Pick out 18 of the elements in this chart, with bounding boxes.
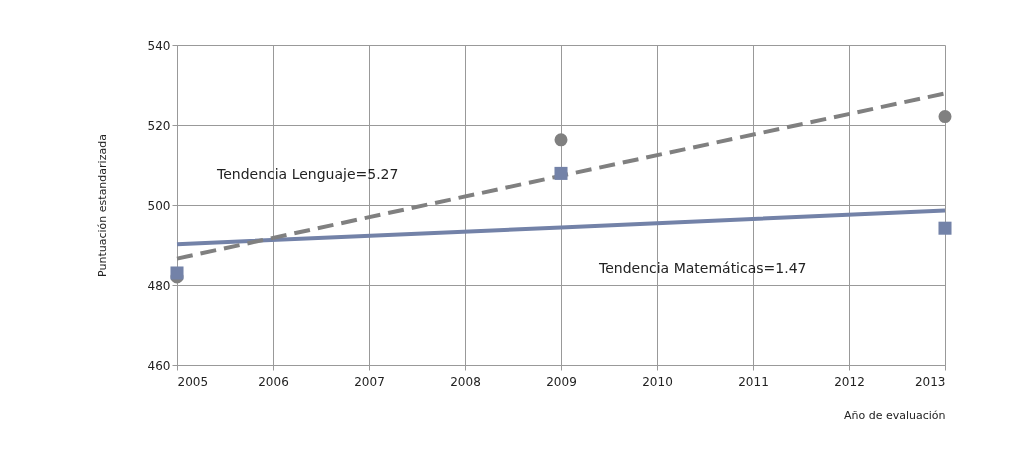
x-tick-label: 2011 — [738, 374, 769, 389]
y-axis-title: Puntuación estandarizada — [95, 134, 109, 277]
annotation: Tendencia Lenguaje=5.27 — [216, 166, 399, 182]
y-tick-label: 500 — [147, 198, 171, 213]
x-tick-label: 2006 — [258, 374, 289, 389]
x-tick-label: 2013 — [914, 374, 946, 389]
x-tick-label: 2009 — [546, 374, 577, 389]
x-tick-label: 2012 — [834, 374, 865, 389]
annotation: Tendencia Matemáticas=1.47 — [598, 260, 807, 276]
y-tick-label: 520 — [147, 118, 171, 133]
y-tick-label: 460 — [147, 358, 171, 373]
x-axis-title: Año de evaluación — [843, 408, 946, 422]
x-tick-label: 2005 — [177, 374, 209, 389]
y-tick-label: 540 — [147, 38, 171, 53]
x-tick-label: 2008 — [450, 374, 481, 389]
y-tick-label: 480 — [147, 278, 171, 293]
x-tick-label: 2007 — [354, 374, 385, 389]
x-tick-label: 2010 — [642, 374, 673, 389]
